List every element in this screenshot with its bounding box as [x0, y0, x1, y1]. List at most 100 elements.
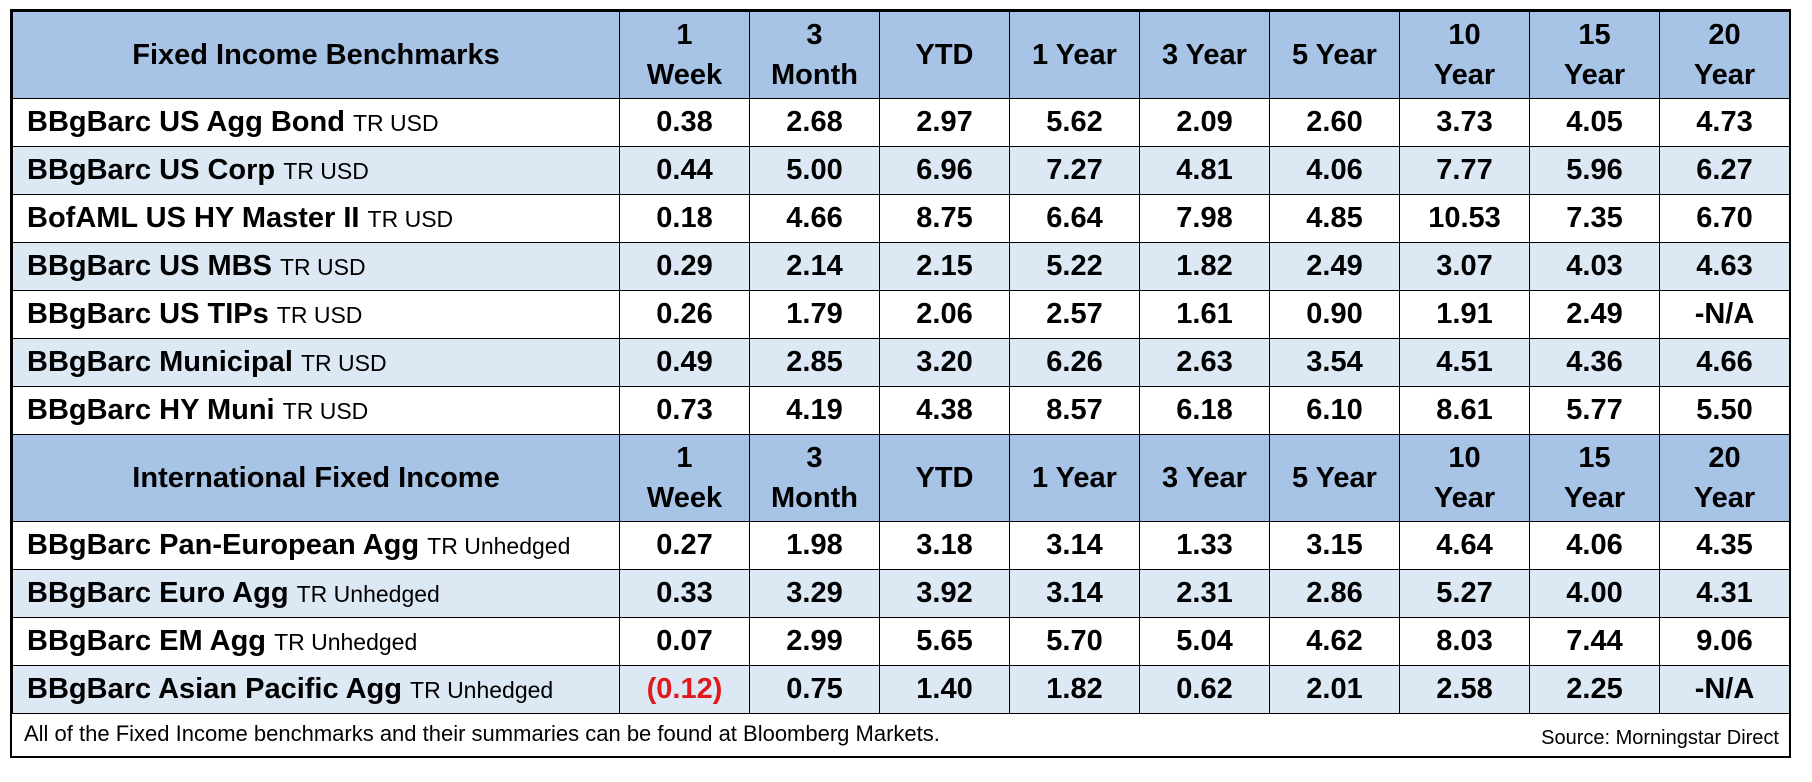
- value-cell: 0.73: [619, 386, 750, 435]
- column-header: 1 Week: [619, 11, 750, 99]
- value-cell: 0.62: [1139, 665, 1270, 714]
- column-header-line: 1: [676, 442, 693, 474]
- value-cell: 8.61: [1399, 386, 1530, 435]
- value-cell: 4.05: [1529, 98, 1660, 147]
- value-cell: 0.44: [619, 146, 750, 195]
- benchmark-name-cell: BBgBarc Pan-European Agg TR Unhedged: [12, 521, 620, 570]
- value-cell: 0.27: [619, 521, 750, 570]
- value-cell: 6.96: [879, 146, 1010, 195]
- table-row: BBgBarc US MBS TR USD 0.29 2.14 2.15 5.22 1.8…: [12, 242, 1790, 291]
- column-header-line: Year: [1693, 482, 1756, 514]
- value-cell: 2.63: [1139, 338, 1270, 387]
- column-header-line: Year: [1433, 59, 1496, 91]
- column-header-line: 5 Year: [1292, 462, 1377, 494]
- benchmark-name: BBgBarc EM Agg: [27, 625, 266, 657]
- benchmark-name: BofAML US HY Master II: [27, 202, 360, 234]
- benchmark-name-cell: BBgBarc US Agg Bond TR USD: [12, 98, 620, 147]
- benchmark-name: BBgBarc Euro Agg: [27, 577, 289, 609]
- benchmarks-table-frame: Fixed Income Benchmarks 1 Week 3 Month YTD 1 Y…: [10, 9, 1791, 758]
- value-cell: 6.64: [1009, 194, 1140, 243]
- section-header-row: International Fixed Income 1 Week 3 Month YTD…: [12, 434, 1790, 522]
- column-header-line: 3: [806, 19, 823, 51]
- table-row: BBgBarc Pan-European Agg TR Unhedged 0.27…: [12, 521, 1790, 570]
- section-title: Fixed Income Benchmarks: [12, 11, 620, 99]
- value-cell: 4.85: [1269, 194, 1400, 243]
- value-cell: 2.57: [1009, 290, 1140, 339]
- value-cell: 2.85: [749, 338, 880, 387]
- value-cell: 7.35: [1529, 194, 1660, 243]
- column-header-line: Year: [1693, 59, 1756, 91]
- column-header: YTD: [879, 434, 1010, 522]
- benchmark-name: BBgBarc US TIPs: [27, 298, 269, 330]
- column-header: 3 Month: [749, 434, 880, 522]
- value-cell: 4.51: [1399, 338, 1530, 387]
- value-cell: 2.14: [749, 242, 880, 291]
- column-header-line: Week: [646, 59, 723, 91]
- benchmark-suffix: TR Unhedged: [410, 677, 554, 703]
- column-header-line: 20: [1708, 442, 1741, 474]
- value-cell: 4.62: [1269, 617, 1400, 666]
- table-row: BBgBarc US Corp TR USD 0.44 5.00 6.96 7.27 4.…: [12, 146, 1790, 195]
- value-cell: 2.06: [879, 290, 1010, 339]
- benchmark-name-cell: BBgBarc Municipal TR USD: [12, 338, 620, 387]
- source-credit: Source: Morningstar Direct: [1541, 727, 1779, 749]
- value-cell: 8.57: [1009, 386, 1140, 435]
- value-cell: 3.14: [1009, 569, 1140, 618]
- value-cell: -N/A: [1659, 665, 1790, 714]
- value-cell: 2.49: [1529, 290, 1660, 339]
- value-cell: 0.33: [619, 569, 750, 618]
- column-header: 5 Year: [1269, 11, 1400, 99]
- section-header-row: Fixed Income Benchmarks 1 Week 3 Month YTD 1 Y…: [12, 11, 1790, 99]
- value-cell: 4.64: [1399, 521, 1530, 570]
- benchmark-name: BBgBarc US Corp: [27, 154, 276, 186]
- value-cell: 1.82: [1139, 242, 1270, 291]
- table-row: BBgBarc US TIPs TR USD 0.26 1.79 2.06 2.57 1.…: [12, 290, 1790, 339]
- value-cell: 6.70: [1659, 194, 1790, 243]
- benchmark-name: BBgBarc Asian Pacific Agg: [27, 673, 402, 705]
- value-cell: 1.91: [1399, 290, 1530, 339]
- value-cell: 0.26: [619, 290, 750, 339]
- value-cell: 7.77: [1399, 146, 1530, 195]
- benchmark-name: BBgBarc Municipal: [27, 346, 293, 378]
- value-cell: 2.97: [879, 98, 1010, 147]
- value-cell: 2.68: [749, 98, 880, 147]
- value-cell: 4.00: [1529, 569, 1660, 618]
- value-cell: 6.10: [1269, 386, 1400, 435]
- table-row: BBgBarc Asian Pacific Agg TR Unhedged (0.…: [12, 665, 1790, 714]
- value-cell: 2.09: [1139, 98, 1270, 147]
- value-cell: 0.49: [619, 338, 750, 387]
- column-header: 20 Year: [1659, 434, 1790, 522]
- value-cell: 9.06: [1659, 617, 1790, 666]
- benchmark-name-cell: BBgBarc Euro Agg TR Unhedged: [12, 569, 620, 618]
- table-row: BBgBarc Municipal TR USD 0.49 2.85 3.20 6.26…: [12, 338, 1790, 387]
- column-header-line: 10: [1448, 19, 1481, 51]
- value-cell: 8.03: [1399, 617, 1530, 666]
- value-cell: 4.31: [1659, 569, 1790, 618]
- table-row: BBgBarc Euro Agg TR Unhedged 0.33 3.29 3.92…: [12, 569, 1790, 618]
- column-header: 3 Year: [1139, 434, 1270, 522]
- table-row: BBgBarc HY Muni TR USD 0.73 4.19 4.38 8.57 6.…: [12, 386, 1790, 435]
- value-cell: 4.19: [749, 386, 880, 435]
- value-cell: 4.36: [1529, 338, 1660, 387]
- benchmark-name-cell: BofAML US HY Master II TR USD: [12, 194, 620, 243]
- benchmark-suffix: TR USD: [353, 110, 439, 136]
- value-cell: 4.03: [1529, 242, 1660, 291]
- value-cell: 5.04: [1139, 617, 1270, 666]
- value-cell: 5.65: [879, 617, 1010, 666]
- column-header: 10 Year: [1399, 11, 1530, 99]
- benchmark-suffix: TR Unhedged: [427, 533, 571, 559]
- column-header: 20 Year: [1659, 11, 1790, 99]
- column-header-line: Year: [1563, 59, 1626, 91]
- benchmark-suffix: TR USD: [276, 302, 363, 328]
- value-cell: 3.73: [1399, 98, 1530, 147]
- benchmark-suffix: TR Unhedged: [296, 581, 440, 607]
- value-cell: 1.79: [749, 290, 880, 339]
- section-title: International Fixed Income: [12, 434, 620, 522]
- value-cell: 0.07: [619, 617, 750, 666]
- value-cell: 4.73: [1659, 98, 1790, 147]
- table-row: BBgBarc EM Agg TR Unhedged 0.07 2.99 5.65 5.…: [12, 617, 1790, 666]
- benchmark-suffix: TR USD: [367, 206, 454, 232]
- column-header: 3 Month: [749, 11, 880, 99]
- benchmark-name: BBgBarc US MBS: [27, 250, 272, 282]
- table-footer: All of the Fixed Income benchmarks and t…: [12, 714, 1789, 756]
